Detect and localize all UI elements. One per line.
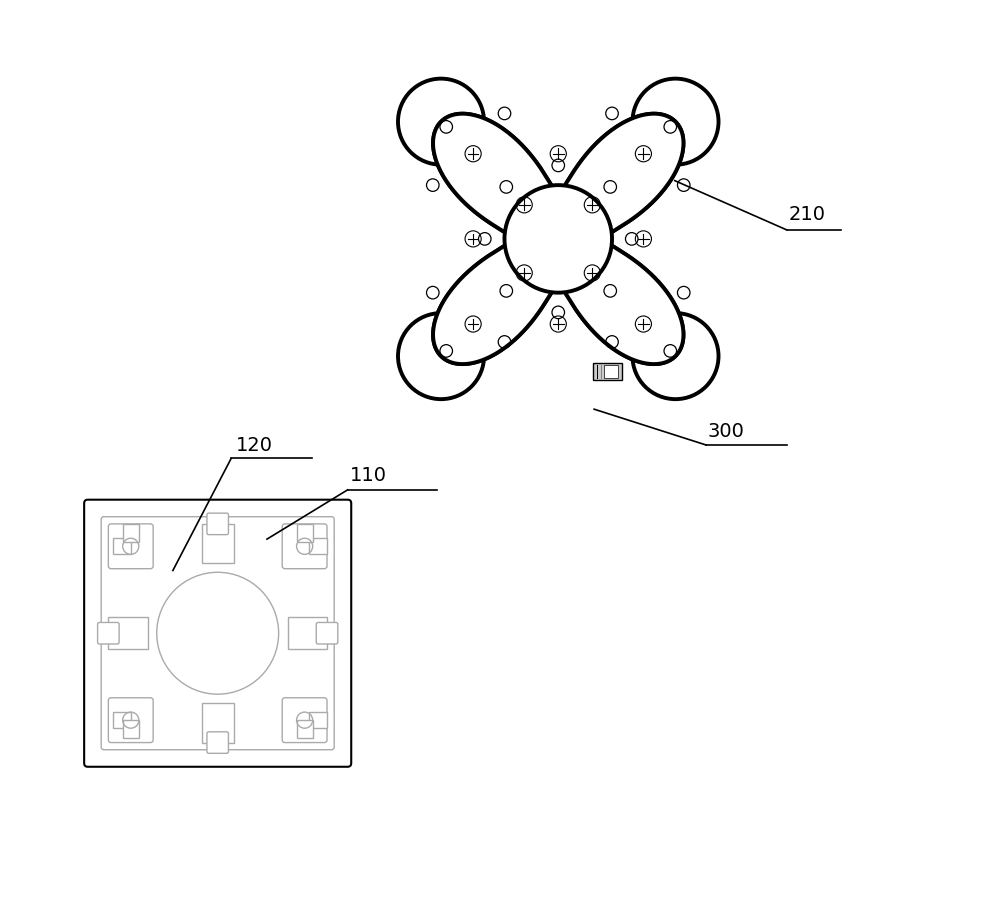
FancyBboxPatch shape xyxy=(84,500,351,767)
Circle shape xyxy=(398,78,484,165)
Text: 210: 210 xyxy=(789,205,826,224)
FancyBboxPatch shape xyxy=(207,513,228,535)
Text: 120: 120 xyxy=(236,436,273,455)
Bar xyxy=(202,703,234,743)
Bar xyxy=(108,617,148,649)
Bar xyxy=(309,539,327,555)
Bar xyxy=(113,712,131,728)
FancyBboxPatch shape xyxy=(98,622,119,644)
FancyBboxPatch shape xyxy=(282,698,327,743)
Bar xyxy=(604,365,618,378)
FancyBboxPatch shape xyxy=(207,732,228,753)
FancyBboxPatch shape xyxy=(108,698,153,743)
Circle shape xyxy=(632,313,719,399)
Text: 300: 300 xyxy=(708,422,745,441)
Bar xyxy=(202,524,234,564)
Polygon shape xyxy=(433,113,683,364)
Bar xyxy=(123,524,139,542)
Bar xyxy=(297,524,313,542)
FancyBboxPatch shape xyxy=(282,524,327,569)
Polygon shape xyxy=(433,113,683,364)
Circle shape xyxy=(157,573,279,694)
Bar xyxy=(593,362,622,380)
Bar xyxy=(113,539,131,555)
Bar xyxy=(297,720,313,738)
FancyBboxPatch shape xyxy=(316,622,338,644)
Circle shape xyxy=(398,313,484,399)
Bar xyxy=(123,720,139,738)
Circle shape xyxy=(504,185,612,293)
Bar xyxy=(309,712,327,728)
FancyBboxPatch shape xyxy=(108,524,153,569)
Text: 110: 110 xyxy=(349,467,386,485)
FancyBboxPatch shape xyxy=(101,517,334,750)
Bar xyxy=(288,617,327,649)
Circle shape xyxy=(632,78,719,165)
